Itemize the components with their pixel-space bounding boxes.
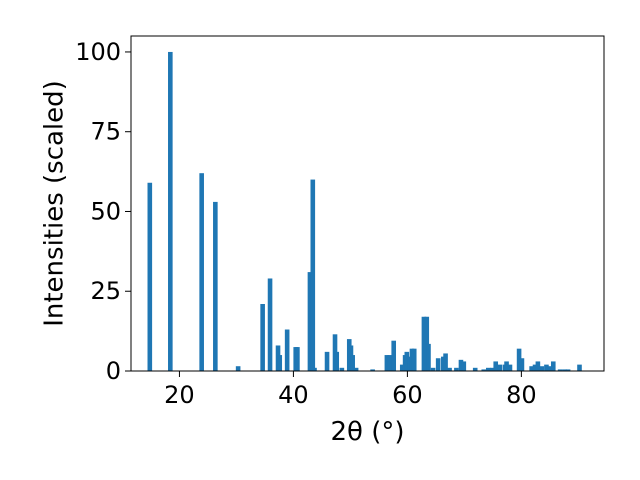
bar bbox=[399, 364, 405, 371]
bar bbox=[547, 366, 553, 371]
x-tick-label: 20 bbox=[164, 381, 195, 409]
bar bbox=[435, 358, 441, 371]
bar bbox=[260, 304, 265, 371]
bar bbox=[493, 361, 499, 371]
y-tick-label: 0 bbox=[106, 357, 121, 385]
bar bbox=[490, 367, 495, 371]
bar bbox=[307, 272, 313, 371]
y-axis-label: Intensities (scaled) bbox=[40, 80, 70, 327]
bar bbox=[507, 364, 513, 371]
bar bbox=[458, 359, 464, 371]
bar bbox=[350, 355, 355, 371]
bar bbox=[277, 355, 283, 371]
bar bbox=[334, 351, 340, 371]
bar bbox=[384, 355, 390, 371]
bar bbox=[284, 329, 290, 371]
bar bbox=[535, 361, 541, 371]
bar bbox=[310, 179, 316, 371]
x-tick-label: 40 bbox=[278, 381, 309, 409]
bar bbox=[472, 367, 478, 371]
x-tick-label: 60 bbox=[392, 381, 423, 409]
bar bbox=[454, 367, 459, 371]
bar bbox=[199, 173, 204, 371]
bar bbox=[147, 182, 153, 371]
bar bbox=[168, 51, 173, 371]
bar bbox=[421, 316, 427, 371]
bar bbox=[504, 361, 509, 371]
y-tick-label: 25 bbox=[90, 277, 121, 305]
bar-series bbox=[147, 51, 582, 371]
bar bbox=[426, 343, 431, 371]
bar bbox=[312, 367, 317, 371]
x-axis-label: 2θ (°) bbox=[330, 417, 404, 447]
bar bbox=[443, 353, 448, 371]
bar bbox=[213, 201, 218, 371]
y-tick-label: 75 bbox=[90, 118, 121, 146]
y-axis-ticks: 0 25 50 75 100 bbox=[75, 38, 131, 385]
bar bbox=[539, 366, 545, 371]
bar bbox=[461, 361, 467, 371]
x-tick-label: 80 bbox=[506, 381, 537, 409]
plot-frame bbox=[130, 35, 605, 372]
bar bbox=[295, 347, 300, 371]
bar bbox=[235, 366, 241, 371]
bar bbox=[565, 369, 571, 371]
bar bbox=[532, 364, 538, 371]
bar bbox=[481, 369, 487, 371]
y-tick-label: 50 bbox=[90, 197, 121, 225]
bar bbox=[324, 351, 330, 371]
bar bbox=[486, 367, 491, 371]
bar bbox=[339, 367, 345, 371]
bar bbox=[557, 369, 563, 371]
x-axis-ticks: 20 40 60 80 bbox=[164, 371, 537, 409]
bar bbox=[353, 367, 359, 371]
y-tick-label: 100 bbox=[75, 38, 121, 66]
bar bbox=[430, 367, 436, 371]
bar bbox=[404, 351, 410, 371]
bar bbox=[519, 358, 525, 371]
bar bbox=[544, 364, 549, 371]
bar bbox=[516, 348, 522, 371]
bar bbox=[391, 340, 397, 371]
bar bbox=[447, 367, 452, 371]
bar bbox=[562, 369, 567, 371]
bar bbox=[550, 361, 556, 371]
bar bbox=[411, 348, 417, 371]
bar bbox=[387, 355, 393, 371]
bar bbox=[577, 364, 582, 371]
bar bbox=[529, 366, 534, 371]
bar bbox=[497, 364, 503, 371]
bar bbox=[267, 278, 273, 371]
bar bbox=[370, 369, 375, 371]
